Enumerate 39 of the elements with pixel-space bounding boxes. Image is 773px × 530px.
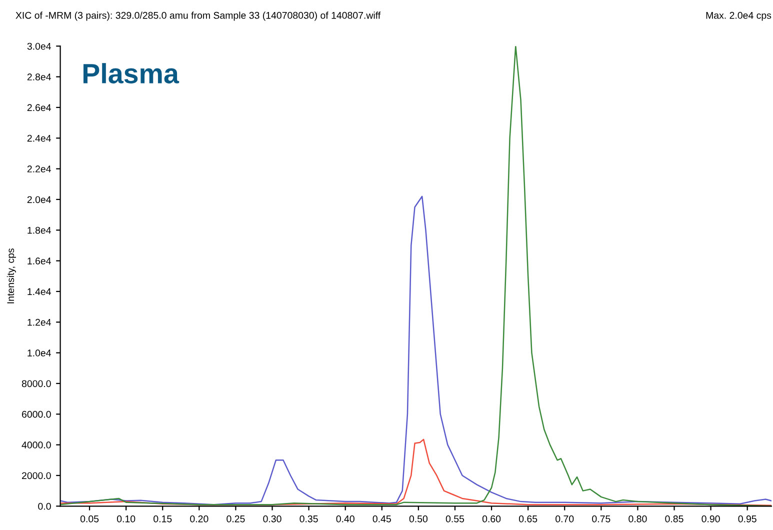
y-tick-label: 8000.0 (22, 380, 51, 388)
y-tick-label: 3.0e4 (27, 42, 51, 50)
x-tick-label: 0.45 (372, 515, 391, 522)
x-tick-label: 0.75 (592, 515, 610, 522)
y-tick-label: 2.0e4 (27, 196, 51, 204)
y-tick-label: 2.2e4 (27, 166, 51, 172)
x-tick-label: 0.15 (154, 515, 172, 522)
x-tick-label: 0.85 (665, 515, 684, 522)
y-tick-label: 1.6e4 (28, 258, 51, 264)
x-tick-label: 0.70 (556, 515, 574, 522)
y-tick-label: 0.0 (38, 502, 51, 510)
x-tick-label: 0.60 (482, 515, 501, 522)
y-tick-label: 2.4e4 (27, 134, 51, 142)
y-tick-label: 1.0e4 (28, 350, 51, 356)
x-tick-label: 0.35 (300, 515, 318, 522)
y-tick-label: 2.6e4 (27, 104, 51, 112)
y-tick-label: 2.8e4 (27, 74, 51, 80)
x-tick-label: 0.50 (409, 515, 428, 522)
annotation: Plasma (83, 63, 180, 84)
x-tick-label: 0.90 (702, 515, 720, 522)
x-tick-label: 0.30 (263, 515, 282, 522)
x-tick-label: 0.20 (190, 515, 208, 522)
x-tick-label: 0.95 (738, 515, 756, 522)
chart-subtitle: Max. 2.0e4 cps (706, 12, 772, 21)
y-tick-label: 4000.0 (22, 442, 51, 448)
y-axis-title: Intensity, cps (6, 248, 16, 304)
y-tick-label: 1.2e4 (28, 318, 51, 326)
x-tick-label: 0.65 (518, 515, 538, 522)
x-tick-label: 0.80 (628, 515, 647, 522)
chart-title: XIC of -MRM (3 pairs): 329.0/285.0 amu from Sample 33 (140708030) of 140807.wiff (16, 12, 381, 21)
y-tick-label: 1.8e4 (28, 226, 51, 234)
x-tick-label: 0.10 (116, 515, 136, 522)
y-tick-label: 6000.0 (22, 410, 51, 418)
x-tick-label: 0.25 (226, 515, 245, 522)
x-tick-label: 0.40 (336, 515, 354, 522)
y-tick-label: 2000.0 (22, 472, 51, 480)
x-tick-label: 0.55 (446, 515, 464, 522)
x-tick-label: 0.05 (80, 515, 99, 522)
y-tick-label: 1.4e4 (28, 288, 51, 296)
